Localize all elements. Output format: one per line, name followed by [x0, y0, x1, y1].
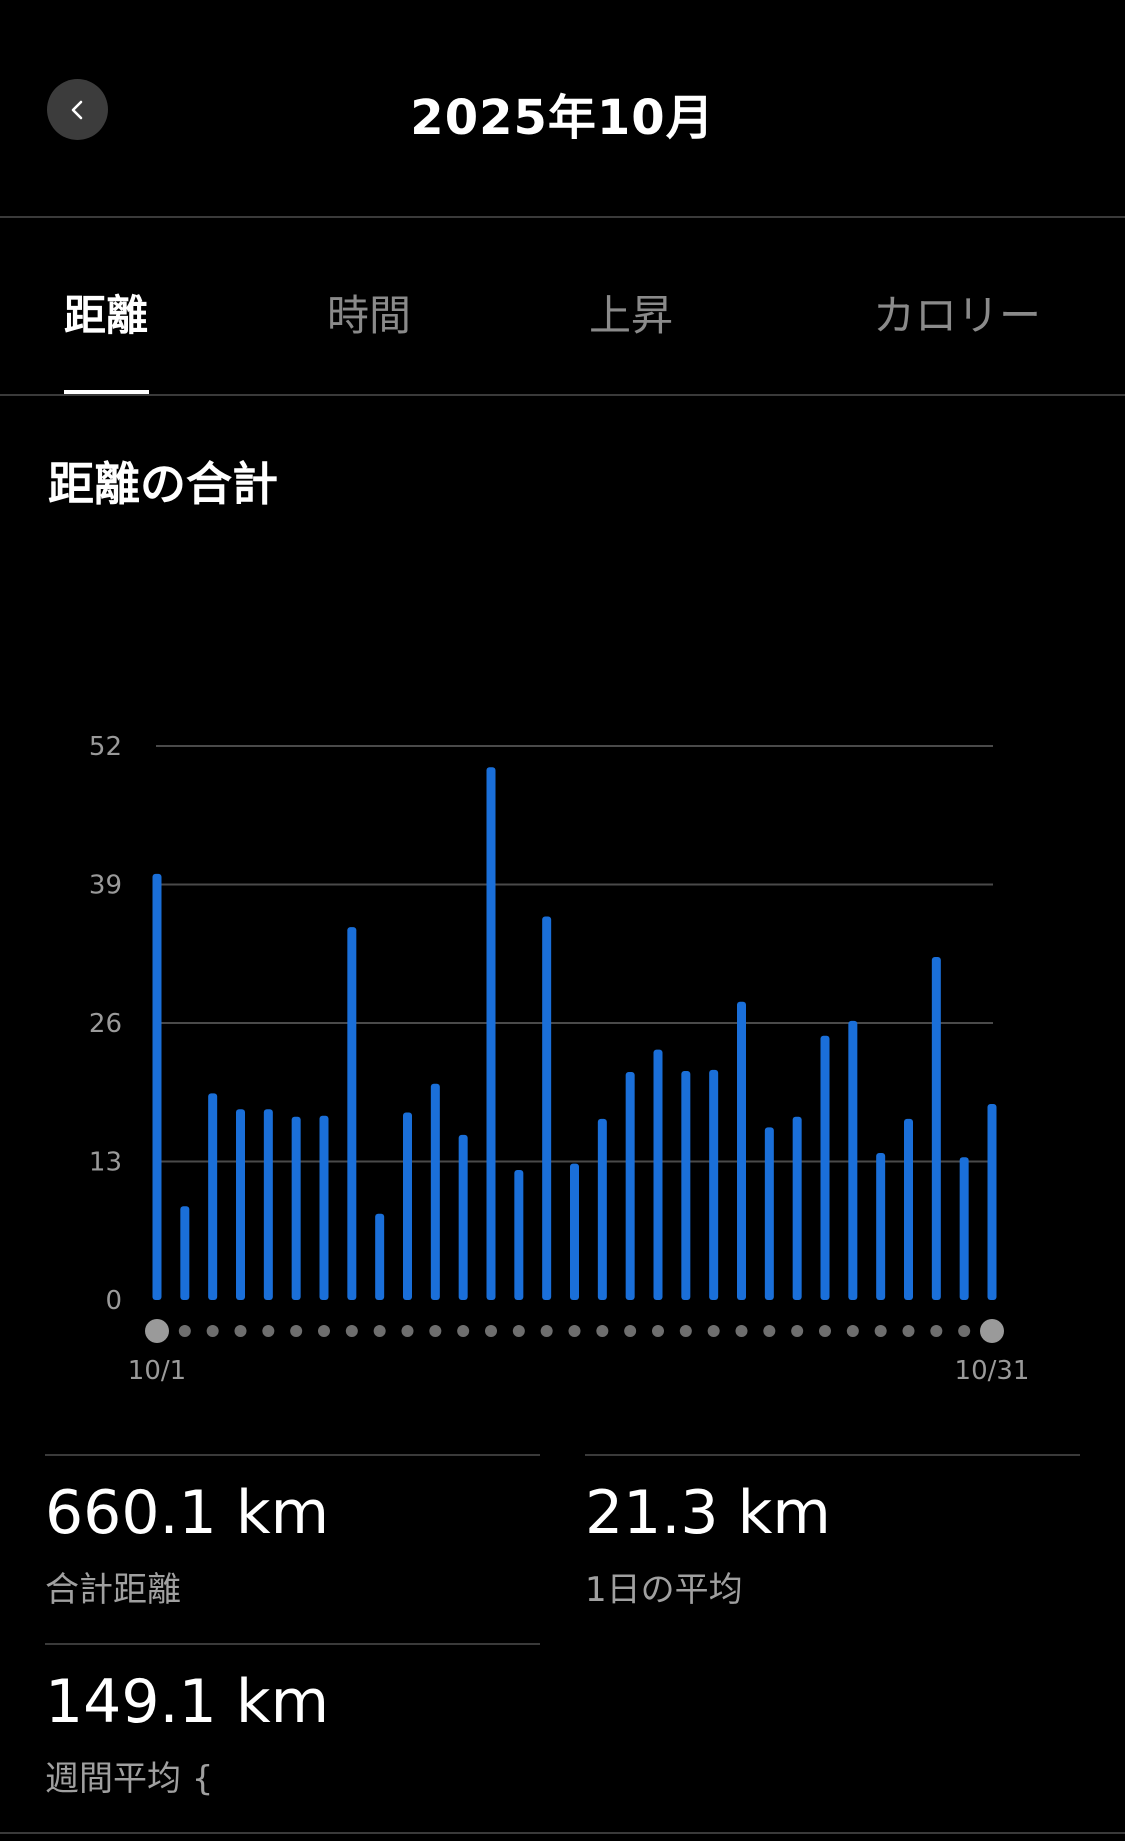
y-axis-labels: 52 39 26 13 0: [89, 732, 122, 1316]
stat-value: 660.1 km: [45, 1478, 330, 1548]
stat-daily-average: 21.3 km 1日の平均: [585, 1454, 1080, 1640]
slider-handle[interactable]: [145, 1319, 169, 1343]
slider-dot: [568, 1325, 581, 1337]
y-tick-label: 0: [105, 1286, 122, 1316]
stat-label: 合計距離: [45, 1570, 181, 1610]
bar: [403, 1112, 412, 1300]
stat-label: 週間平均 {: [45, 1759, 214, 1799]
bar: [570, 1163, 579, 1300]
bar: [430, 1083, 440, 1300]
slider-dot: [624, 1325, 637, 1337]
bar: [737, 1001, 746, 1300]
slider-dot: [958, 1325, 971, 1337]
slider-dot: [206, 1325, 219, 1337]
slider-dot: [290, 1325, 303, 1337]
tab-distance[interactable]: 距離: [64, 291, 149, 340]
bar: [792, 1116, 802, 1300]
distance-chart: 52 39 26 13 0 10/1 10/31: [89, 732, 1030, 1386]
x-start-label: 10/1: [128, 1356, 186, 1386]
header: 2025年10月: [0, 0, 1125, 218]
bars: [152, 767, 997, 1300]
slider-dot: [318, 1325, 330, 1337]
y-tick-label: 13: [89, 1148, 122, 1178]
slider-dot: [874, 1325, 887, 1337]
slider-dot: [345, 1325, 358, 1337]
slider-dot: [512, 1325, 525, 1337]
slider-dot: [652, 1325, 664, 1337]
slider-dot: [679, 1325, 692, 1337]
bar: [653, 1049, 663, 1300]
bar: [959, 1157, 969, 1300]
chevron-left-icon: [71, 100, 82, 119]
stat-total-distance: 660.1 km 合計距離: [45, 1454, 540, 1640]
slider-dot: [707, 1325, 720, 1337]
bar: [597, 1118, 607, 1300]
bar: [709, 1069, 719, 1300]
bar: [375, 1213, 385, 1300]
y-tick-label: 26: [89, 1009, 122, 1039]
bar: [319, 1115, 329, 1300]
slider-dot: [429, 1325, 442, 1337]
y-tick-label: 39: [89, 871, 122, 901]
x-end-label: 10/31: [955, 1356, 1030, 1386]
bar: [347, 927, 357, 1300]
divider: [0, 1832, 1125, 1834]
slider-dot: [262, 1325, 275, 1337]
bar: [681, 1070, 691, 1300]
stat-weekly-average: 149.1 km 週間平均 {: [45, 1643, 540, 1829]
slider-dot: [763, 1325, 776, 1337]
bar: [486, 767, 496, 1300]
bar: [987, 1103, 997, 1300]
stat-value: 149.1 km: [45, 1667, 330, 1737]
bar: [931, 956, 941, 1300]
slider-dot: [485, 1325, 497, 1337]
tab-time[interactable]: 時間: [327, 291, 412, 340]
day-slider[interactable]: [145, 1319, 1004, 1343]
stat-value: 21.3 km: [585, 1478, 831, 1548]
bar: [180, 1206, 190, 1300]
tab-elevation[interactable]: 上昇: [589, 291, 674, 340]
bar: [542, 916, 552, 1300]
bar: [152, 873, 162, 1300]
bar: [820, 1035, 830, 1300]
slider-dot: [791, 1325, 804, 1337]
active-tab-indicator: [64, 390, 149, 394]
bar: [904, 1118, 913, 1300]
slider-dot: [234, 1325, 247, 1337]
bar: [291, 1116, 301, 1300]
bar: [236, 1109, 245, 1300]
slider-dot: [819, 1325, 831, 1337]
slider-dot: [846, 1325, 859, 1337]
bar: [208, 1093, 218, 1300]
slider-dot: [902, 1325, 915, 1337]
y-tick-label: 52: [89, 732, 122, 762]
bar: [458, 1134, 468, 1300]
tab-bar: 距離 時間 上昇 カロリー: [0, 218, 1125, 396]
slider-dot: [930, 1325, 943, 1337]
section-title: 距離の合計: [48, 457, 278, 511]
bar: [848, 1020, 858, 1300]
slider-dot: [401, 1325, 414, 1337]
slider-dot: [596, 1325, 609, 1337]
bar: [625, 1072, 635, 1300]
bar: [876, 1152, 886, 1300]
slider-dot: [457, 1325, 470, 1337]
back-button[interactable]: [47, 79, 108, 140]
grid-lines: [156, 745, 993, 1163]
slider-dot: [373, 1325, 386, 1337]
stat-label: 1日の平均: [585, 1570, 743, 1610]
slider-dot: [540, 1325, 553, 1337]
slider-dot: [735, 1325, 748, 1337]
bar: [764, 1127, 774, 1300]
slider-handle[interactable]: [980, 1319, 1004, 1343]
bar: [263, 1109, 273, 1300]
tab-calories[interactable]: カロリー: [873, 291, 1042, 340]
slider-dot: [178, 1325, 191, 1337]
page-title: 2025年10月: [410, 90, 715, 146]
bar: [514, 1170, 524, 1300]
